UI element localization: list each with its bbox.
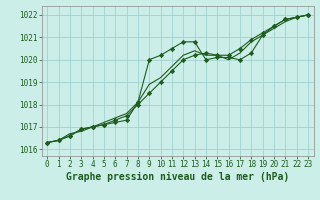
X-axis label: Graphe pression niveau de la mer (hPa): Graphe pression niveau de la mer (hPa) [66, 172, 289, 182]
